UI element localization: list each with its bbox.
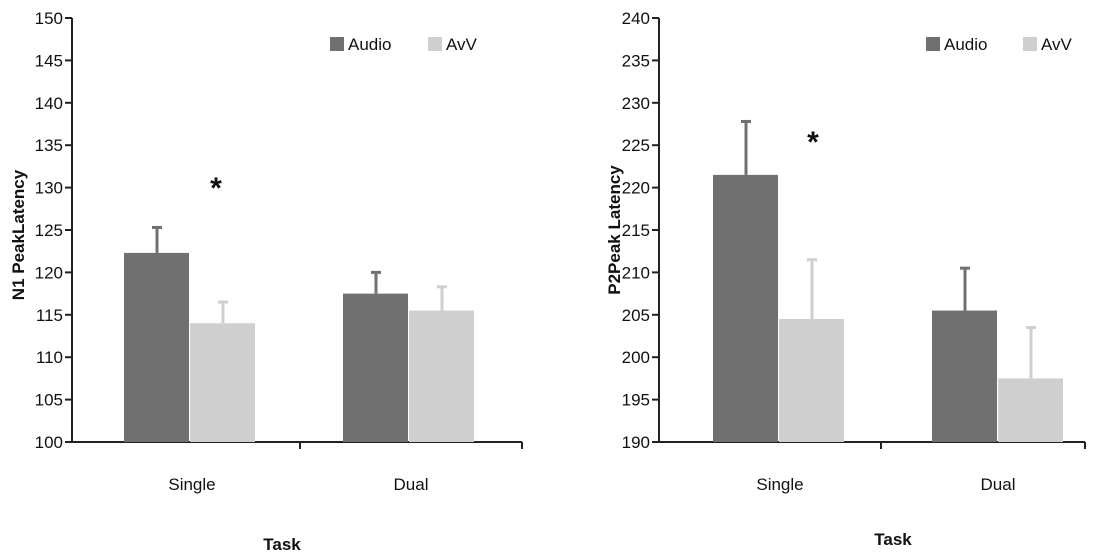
x-tick-label: Dual [394, 475, 429, 494]
y-tick-label: 200 [622, 348, 650, 367]
y-tick-label: 130 [35, 179, 63, 198]
y-tick-label: 195 [622, 391, 650, 410]
y-tick-label: 205 [622, 306, 650, 325]
bar-avv-single [190, 323, 255, 442]
chart-p2-peak-latency: 190 195 200 205 210 215 220 225 230 235 240 Single D… [550, 0, 1100, 554]
legend-label-avv: AvV [446, 35, 478, 54]
x-axis-title: Task [263, 535, 301, 554]
y-tick-label: 190 [622, 433, 650, 452]
bar-avv-dual [409, 310, 474, 442]
significance-star: * [210, 172, 222, 205]
x-tick-label: Single [168, 475, 215, 494]
legend-swatch-audio [926, 37, 940, 51]
legend-swatch-avv [1023, 37, 1037, 51]
y-axis-title: N1 PeakLatency [9, 169, 28, 300]
bar-audio-single [713, 174, 778, 442]
legend-label-audio: Audio [944, 35, 987, 54]
y-tick-label: 125 [35, 221, 63, 240]
y-tick-label: 120 [35, 263, 63, 282]
x-tick-label: Single [756, 475, 803, 494]
x-axis-title: Task [874, 530, 912, 549]
bar-audio-single [124, 252, 189, 442]
y-tick-label: 225 [622, 136, 650, 155]
y-tick-label: 215 [622, 221, 650, 240]
bar-audio-dual [343, 293, 408, 442]
bar-avv-dual [998, 378, 1063, 442]
y-axis-title: P2Peak Latency [605, 165, 624, 295]
p2-chart-svg: 190 195 200 205 210 215 220 225 230 235 240 Single D… [605, 9, 1086, 549]
y-tick-label: 220 [622, 179, 650, 198]
legend-swatch-avv [428, 37, 442, 51]
y-tick-label: 235 [622, 51, 650, 70]
y-tick-label: 105 [35, 391, 63, 410]
y-tick-label: 140 [35, 94, 63, 113]
y-tick-label: 210 [622, 263, 650, 282]
x-tick-label: Dual [981, 475, 1016, 494]
legend-label-audio: Audio [348, 35, 391, 54]
y-tick-label: 110 [36, 348, 63, 367]
bar-avv-single [779, 319, 844, 442]
bar-audio-dual [932, 310, 997, 442]
y-tick-label: 240 [622, 9, 650, 28]
significance-star: * [807, 126, 819, 159]
y-tick-label: 150 [35, 9, 63, 28]
n1-chart-svg: 100 105 110 115 120 125 130 135 140 145 150 Single D… [9, 9, 523, 554]
legend-swatch-audio [330, 37, 344, 51]
y-tick-label: 230 [622, 94, 650, 113]
y-tick-label: 115 [36, 306, 63, 325]
y-tick-label: 100 [35, 433, 63, 452]
y-tick-label: 135 [35, 136, 63, 155]
y-tick-label: 145 [35, 51, 63, 70]
legend-label-avv: AvV [1041, 35, 1073, 54]
chart-n1-peak-latency: 100 105 110 115 120 125 130 135 140 145 150 Single D… [9, 9, 523, 554]
